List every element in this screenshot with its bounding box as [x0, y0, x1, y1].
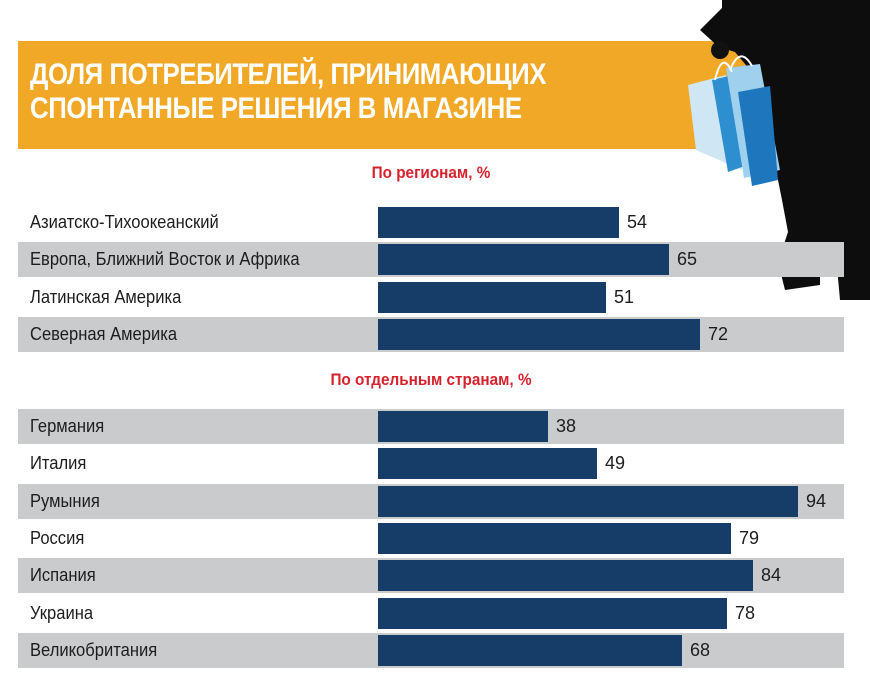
- bar-value-label: 65: [677, 249, 698, 269]
- category-label: Украина: [30, 603, 94, 623]
- bar-value-label: 38: [556, 416, 577, 436]
- bar-value-label: 49: [605, 453, 626, 473]
- bar-value-label: 54: [627, 212, 648, 232]
- bar: [378, 244, 669, 275]
- category-label: Латинская Америка: [30, 287, 182, 307]
- chart-row: Северная Америка 72: [18, 317, 844, 352]
- bar-value-label: 79: [739, 528, 760, 548]
- category-label: Россия: [30, 528, 85, 548]
- category-label: Европа, Ближний Восток и Африка: [30, 249, 300, 269]
- shopper-silhouette-illustration: [688, 0, 870, 300]
- bar: [378, 635, 682, 666]
- chart-title: ДОЛЯ ПОТРЕБИТЕЛЕЙ, ПРИНИМАЮЩИХ СПОНТАННЫ…: [30, 58, 546, 125]
- bar: [378, 411, 548, 442]
- bar: [378, 448, 597, 479]
- category-label: Азиатско-Тихоокеанский: [30, 212, 219, 232]
- category-label: Испания: [30, 565, 96, 585]
- chart-row: Германия 38: [18, 409, 844, 444]
- chart-row: Украина 78: [18, 596, 844, 631]
- bar: [378, 282, 606, 313]
- bar: [378, 560, 753, 591]
- bar-value-label: 78: [735, 603, 756, 623]
- bar-value-label: 94: [806, 491, 827, 511]
- category-label: Румыния: [30, 491, 100, 511]
- category-label: Италия: [30, 453, 87, 473]
- section-title-0: По регионам, %: [371, 163, 491, 182]
- bar: [378, 598, 727, 629]
- chart-row: Испания 84: [18, 558, 844, 593]
- chart-row: Великобритания 68: [18, 633, 844, 668]
- chart-row: Румыния 94: [18, 484, 844, 519]
- bar-value-label: 84: [761, 565, 782, 585]
- category-label: Германия: [30, 416, 105, 436]
- bar-value-label: 68: [690, 640, 711, 660]
- bar-value-label: 72: [708, 324, 729, 344]
- section-title-1: По отдельным странам, %: [330, 370, 532, 389]
- chart-row: Азиатско-Тихоокеанский 54: [18, 205, 844, 240]
- bar: [378, 207, 619, 238]
- bar-value-label: 51: [614, 287, 635, 307]
- category-label: Великобритания: [30, 640, 158, 660]
- chart-row: Россия 79: [18, 521, 844, 556]
- bar: [378, 486, 798, 517]
- chart-row: Латинская Америка 51: [18, 280, 844, 315]
- chart-row: Европа, Ближний Восток и Африка 65: [18, 242, 844, 277]
- category-label: Северная Америка: [30, 324, 178, 344]
- chart-row: Италия 49: [18, 446, 844, 481]
- bar: [378, 523, 731, 554]
- bar: [378, 319, 700, 350]
